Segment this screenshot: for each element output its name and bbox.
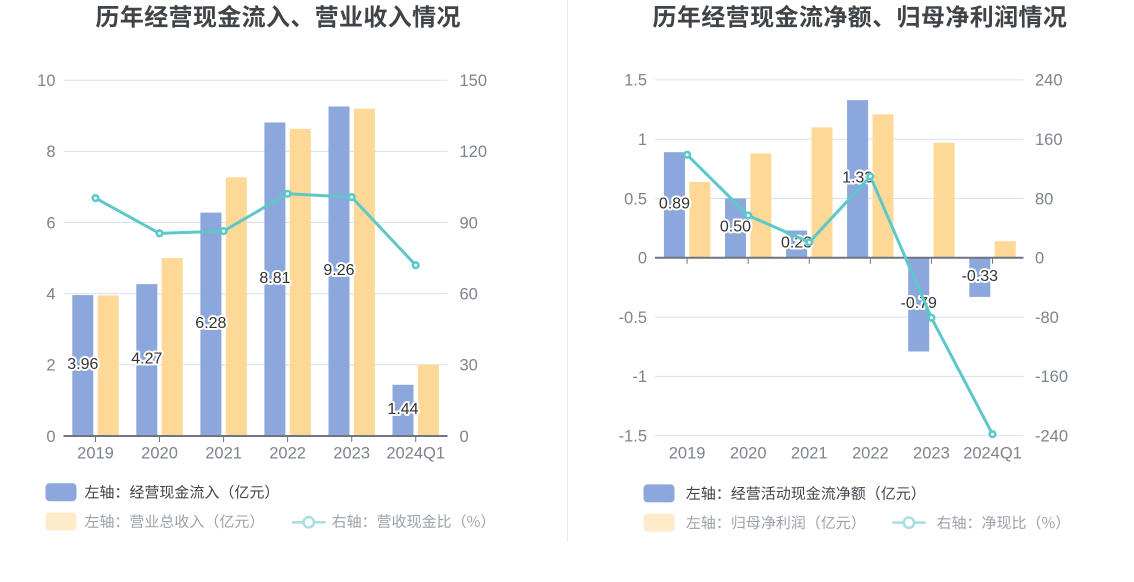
svg-text:4: 4 [46, 285, 55, 303]
svg-text:2022: 2022 [852, 445, 889, 463]
svg-text:-160: -160 [1035, 368, 1068, 386]
svg-text:30: 30 [460, 357, 478, 375]
svg-text:3.96: 3.96 [67, 356, 98, 373]
svg-text:2023: 2023 [913, 445, 950, 463]
svg-text:0: 0 [460, 428, 469, 446]
svg-text:0.50: 0.50 [720, 219, 751, 236]
svg-text:8: 8 [46, 143, 55, 161]
svg-text:2020: 2020 [730, 445, 767, 463]
svg-text:-240: -240 [1035, 428, 1068, 446]
svg-text:-0.33: -0.33 [962, 268, 999, 285]
svg-text:-80: -80 [1035, 309, 1059, 327]
svg-text:9.26: 9.26 [323, 262, 354, 279]
svg-text:2019: 2019 [77, 445, 114, 463]
svg-text:80: 80 [1035, 190, 1053, 208]
svg-text:0: 0 [46, 428, 55, 446]
svg-text:4.27: 4.27 [131, 351, 162, 368]
svg-text:1: 1 [638, 131, 647, 149]
svg-text:90: 90 [460, 214, 478, 232]
svg-text:6: 6 [46, 214, 55, 232]
svg-text:10: 10 [37, 72, 55, 90]
svg-text:2024Q1: 2024Q1 [963, 445, 1022, 463]
svg-text:1.5: 1.5 [624, 72, 647, 90]
svg-text:2019: 2019 [669, 445, 706, 463]
svg-text:2023: 2023 [333, 445, 370, 463]
svg-text:2020: 2020 [141, 445, 178, 463]
svg-text:0: 0 [638, 250, 647, 268]
svg-text:-1.5: -1.5 [619, 428, 647, 446]
svg-text:-0.79: -0.79 [900, 295, 937, 312]
svg-text:160: 160 [1035, 131, 1063, 149]
svg-text:2024Q1: 2024Q1 [386, 445, 445, 463]
svg-text:0.5: 0.5 [624, 190, 647, 208]
svg-text:60: 60 [460, 285, 478, 303]
svg-text:240: 240 [1035, 72, 1063, 90]
svg-text:2: 2 [46, 357, 55, 375]
svg-text:6.28: 6.28 [195, 315, 226, 332]
svg-text:2021: 2021 [205, 445, 242, 463]
svg-text:8.81: 8.81 [259, 270, 290, 287]
svg-text:120: 120 [460, 143, 488, 161]
svg-text:150: 150 [460, 72, 488, 90]
svg-text:1.44: 1.44 [387, 401, 418, 418]
svg-text:0: 0 [1035, 250, 1044, 268]
svg-text:2021: 2021 [791, 445, 828, 463]
svg-text:2022: 2022 [269, 445, 306, 463]
svg-text:-1: -1 [632, 368, 647, 386]
svg-text:0.89: 0.89 [659, 196, 690, 213]
svg-text:-0.5: -0.5 [619, 309, 647, 327]
